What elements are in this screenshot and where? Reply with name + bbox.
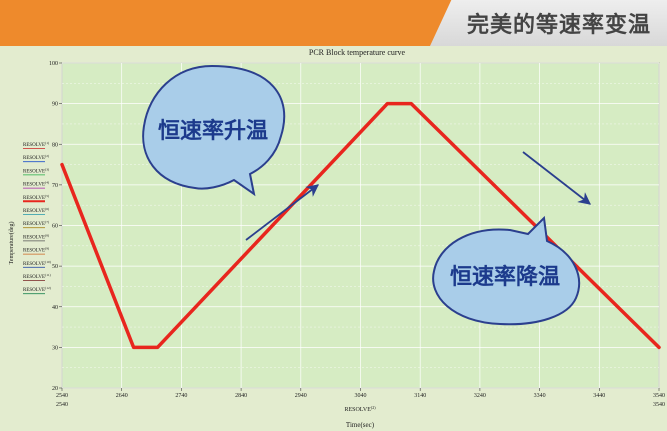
x-axis-ticks: 2540 2540 2640 2740 2840 2940 3040 3140 3240 3340… [56, 388, 665, 408]
y-tick-label: 80 [52, 142, 58, 148]
temperature-chart: PCR Block temperature curve 203040506070… [8, 48, 665, 429]
y-tick-label: 70 [52, 183, 58, 189]
banner-orange-band [0, 0, 470, 46]
x-tick-label: 3140 [414, 393, 426, 399]
ramp-down-label: 恒速率降温 [450, 264, 560, 290]
legend-entry: RESOLVE(7) [23, 220, 50, 227]
x-tick-label: 3440 [593, 393, 605, 399]
y-tick-label: 50 [52, 264, 58, 270]
chart-title: PCR Block temperature curve [309, 48, 406, 57]
ramp-down-arrow [522, 151, 591, 205]
x-tick-label: 3040 [355, 393, 367, 399]
ramp-down-callout: 恒速率降温 [432, 215, 581, 326]
banner-title: 完美的等速率变温 [466, 13, 651, 38]
legend-entry: RESOLVE(3) [23, 167, 50, 174]
x-axis-label: Time(sec) [346, 421, 375, 429]
x-tick-label: 3340 [534, 393, 546, 399]
legend-entry: RESOLVE(10) [23, 260, 52, 267]
legend-entry: RESOLVE(1) [23, 141, 50, 148]
banner-grey-band [430, 0, 667, 46]
legend-entry: RESOLVE(2) [23, 154, 50, 161]
x-tick-label: 2540 [56, 393, 68, 399]
legend-entry: RESOLVE(9) [23, 247, 50, 254]
legend-entry: RESOLVE(11) [23, 273, 52, 280]
ramp-up-arrow [245, 184, 320, 241]
x-tick-label: 2940 [295, 393, 307, 399]
header-banner: 完美的等速率变温 [0, 0, 667, 46]
y-axis-ticks: 20 30 40 50 60 70 80 90 100 [49, 61, 62, 392]
y-tick-label: 100 [49, 61, 58, 67]
y-axis-label: Temperature(deg) [8, 222, 15, 265]
y-tick-label: 20 [52, 386, 58, 392]
legend-entry: RESOLVE(12) [23, 286, 52, 293]
legend-entry: RESOLVE(6) [23, 207, 50, 214]
x-tick-label: 2640 [116, 393, 128, 399]
y-tick-label: 40 [52, 305, 58, 311]
x-tick-label: 3240 [474, 393, 486, 399]
x-end-tick-label: 2540 [56, 402, 68, 408]
y-tick-label: 30 [52, 345, 58, 351]
chart-legend: RESOLVE(1) RESOLVE(2) RESOLVE(3) RESOLVE(4)… [23, 141, 52, 295]
x-tick-label: 2840 [235, 393, 247, 399]
ramp-up-callout: 恒速率升温 [142, 64, 286, 197]
legend-entry: RESOLVE(8) [23, 233, 50, 240]
temperature-series-line [60, 101, 661, 350]
x-tick-label: 2740 [175, 393, 187, 399]
x-axis-sublabel: RESOLVE(2) [344, 405, 376, 413]
y-tick-label: 90 [52, 102, 58, 108]
ramp-down-bubble [432, 215, 581, 326]
y-tick-label: 60 [52, 224, 58, 230]
legend-entry: RESOLVE(5) [23, 194, 50, 201]
ramp-up-bubble [142, 64, 286, 197]
x-end-tick-label: 3540 [653, 402, 665, 408]
legend-entry: RESOLVE(4) [23, 181, 50, 188]
ramp-up-label: 恒速率升温 [158, 118, 268, 144]
x-tick-label: 3540 [653, 393, 665, 399]
